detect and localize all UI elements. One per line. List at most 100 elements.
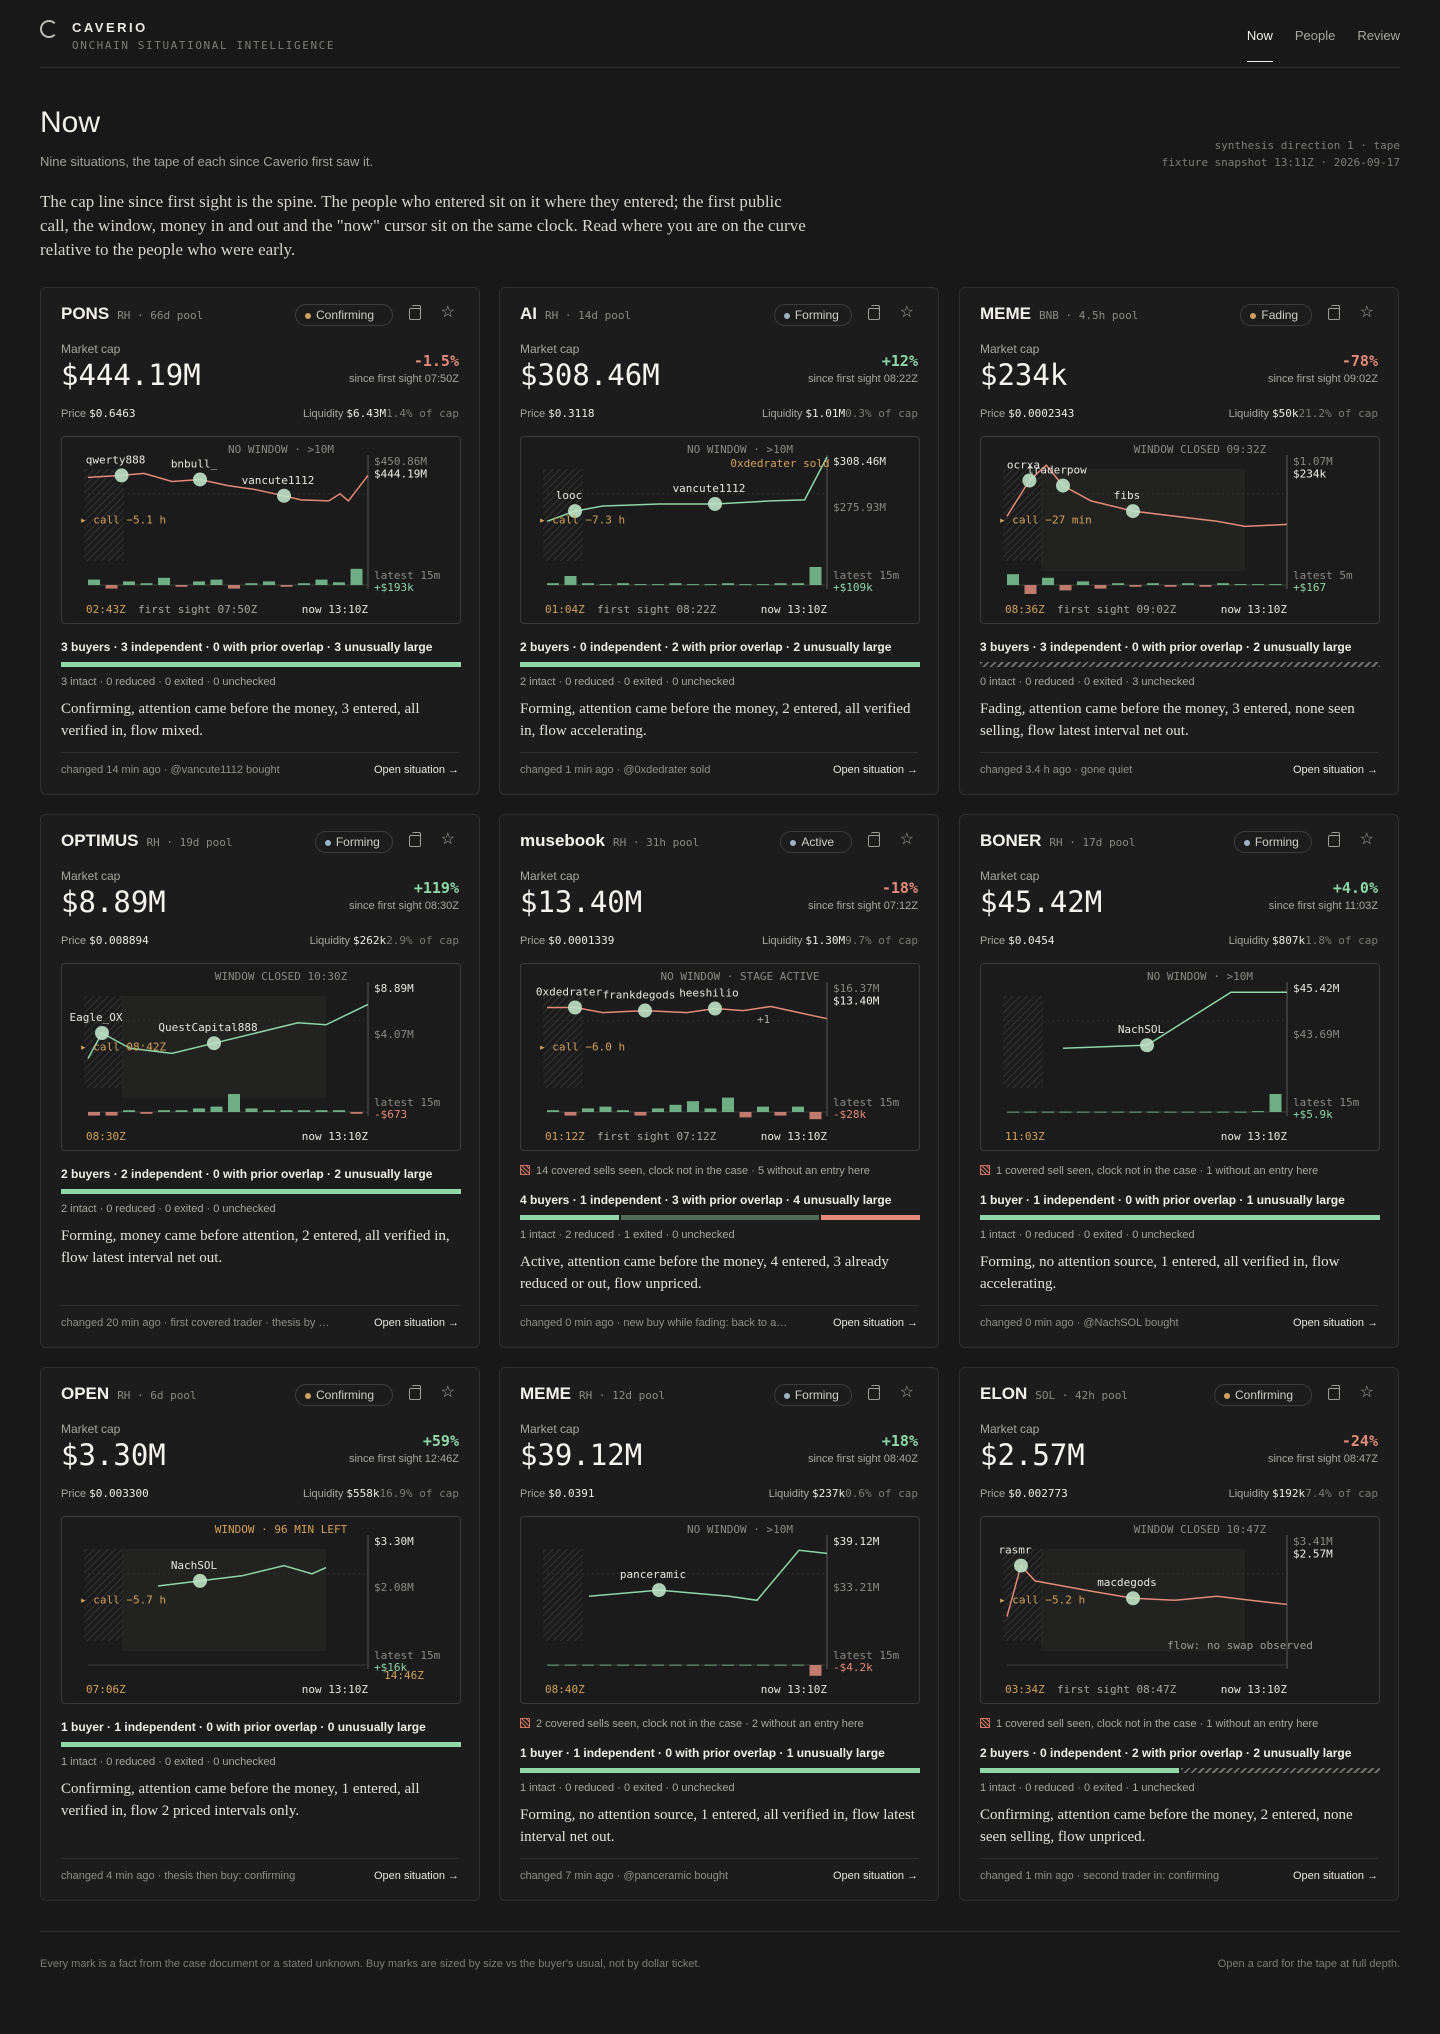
price-value: $0.0391 (548, 1487, 595, 1500)
liquidity-label: Liquidity (761, 408, 803, 420)
flow-bar (1269, 1094, 1282, 1112)
cap-line (1006, 1564, 1288, 1617)
entry-dot (568, 504, 582, 519)
cap-high-label: $308.46M (833, 455, 886, 468)
flow-bar (228, 1094, 240, 1112)
now-label: now 13:10Z (761, 1130, 828, 1143)
flow-bar (634, 1112, 647, 1116)
flow-bar (1024, 1111, 1037, 1113)
flow-bar (1024, 585, 1037, 594)
tape-svg: 0xdedrater frankdegods heeshilio +1 NO WINDO… (536, 970, 900, 1143)
star-icon[interactable]: ☆ (1359, 1384, 1374, 1401)
price: Price $0.002773 (980, 1487, 1068, 1500)
card-title: AI RH · 14d pool (520, 304, 631, 324)
tape-chart[interactable]: panceramic NO WINDOW · >10M $39.12M $33.21M… (520, 1516, 920, 1704)
footer-hint: Open a card for the tape at full depth. (1217, 1958, 1400, 1970)
situation-card: ELON SOL · 42h pool Confirming ☆ Market cap $… (959, 1367, 1399, 1901)
tape-chart[interactable]: 0xdedrater frankdegods heeshilio +1 NO WINDO… (520, 963, 920, 1151)
star-icon[interactable]: ☆ (1359, 304, 1374, 321)
open-situation-link[interactable]: Open situation → (1293, 764, 1378, 776)
price: Price $0.0391 (520, 1487, 594, 1500)
copy-icon[interactable] (868, 832, 880, 847)
token-chain: RH · 12d pool (579, 1389, 666, 1402)
copy-icon[interactable] (1328, 832, 1340, 847)
pre-sight-region (1003, 469, 1043, 561)
flow-bar (1112, 583, 1124, 585)
open-situation-link[interactable]: Open situation → (833, 764, 918, 776)
card-footer: changed 0 min ago · @NachSOL bought Open … (980, 1305, 1378, 1329)
open-situation-link[interactable]: Open situation → (374, 1317, 459, 1329)
copy-icon[interactable] (409, 832, 421, 847)
star-icon[interactable]: ☆ (899, 304, 914, 321)
pre-sight-region (1003, 996, 1043, 1088)
buyer-status-segment (520, 1768, 920, 1773)
window-region (1040, 1549, 1245, 1651)
flow-bar (669, 1104, 682, 1112)
open-situation-link[interactable]: Open situation → (833, 1317, 918, 1329)
situation-card: musebook RH · 31h pool Active ☆ Market cap $1… (499, 814, 939, 1348)
tape-start-time: 08:30Z (86, 1130, 126, 1143)
copy-icon[interactable] (1328, 1385, 1340, 1400)
tape-chart[interactable]: qwerty888 bnbull_ vancute1112 NO WINDOW · >… (61, 436, 461, 624)
intro-text: The cap line since first sight is the sp… (40, 192, 806, 259)
market-cap-label: Market cap (980, 1422, 1040, 1436)
flow-bar (599, 1664, 612, 1666)
cap-low-label: $275.93M (833, 501, 886, 514)
nav-review[interactable]: Review (1357, 28, 1400, 43)
copy-icon[interactable] (868, 305, 880, 320)
page-title: Now (40, 106, 101, 139)
copy-icon[interactable] (1328, 305, 1340, 320)
star-icon[interactable]: ☆ (440, 1384, 455, 1401)
flow-bar (809, 1112, 822, 1120)
tape-chart[interactable]: Eagle_OX QuestCapital888 WINDOW CLOSED 10:… (61, 963, 461, 1151)
tape-svg: panceramic NO WINDOW · >10M $39.12M $33.21M… (543, 1523, 900, 1696)
liquidity-value: $1.01M (805, 407, 846, 420)
tape-chart[interactable]: ocrxa traderpow fibs WINDOW CLOSED 09:32Z ▸ … (980, 436, 1380, 624)
tape-chart[interactable]: NachSOL WINDOW · 96 MIN LEFT 14:46Z ▸ call … (61, 1516, 461, 1704)
flow-bar (298, 583, 310, 585)
nav-people[interactable]: People (1294, 28, 1336, 43)
since-first-sight: since first sight 07:12Z (807, 900, 918, 912)
card-title: ELON SOL · 42h pool (980, 1384, 1128, 1404)
copy-icon[interactable] (409, 305, 421, 320)
star-icon[interactable]: ☆ (440, 831, 455, 848)
cap-high-label: $3.30M (374, 1535, 414, 1548)
copy-icon[interactable] (409, 1385, 421, 1400)
flow-bar (634, 1664, 647, 1666)
first-sight-label: first sight 07:12Z (597, 1130, 717, 1143)
window-label: NO WINDOW · >10M (687, 443, 793, 456)
star-icon[interactable]: ☆ (1359, 831, 1374, 848)
open-situation-link[interactable]: Open situation → (374, 1870, 459, 1882)
card-title: musebook RH · 31h pool (520, 831, 699, 851)
buyer-status-bar (520, 1215, 920, 1220)
tape-chart[interactable]: looc vancute1112 NO WINDOW · >10M 0xdedrate… (520, 436, 920, 624)
liquidity: Liquidity $807k1.8% of cap (1229, 934, 1378, 947)
entry-dot (277, 488, 291, 503)
card-footer: changed 20 min ago · first covered trade… (61, 1305, 459, 1329)
now-label: now 13:10Z (302, 1130, 369, 1143)
changed-note: changed 7 min ago · @panceramic bought (520, 1870, 729, 1882)
open-situation-link[interactable]: Open situation → (833, 1870, 918, 1882)
star-icon[interactable]: ☆ (899, 1384, 914, 1401)
status-badge: Forming (1233, 831, 1312, 853)
open-situation-link[interactable]: Open situation → (1293, 1870, 1378, 1882)
entry-dot (568, 1000, 582, 1015)
token-ticker: MEME (520, 1384, 571, 1403)
star-icon[interactable]: ☆ (440, 304, 455, 321)
window-label: WINDOW CLOSED 10:47Z (1134, 1523, 1267, 1536)
latest-flow-label: latest 15m (833, 1096, 900, 1109)
tape-chart[interactable]: rasmr macdegods WINDOW CLOSED 10:47Z flow: … (980, 1516, 1380, 1704)
open-situation-link[interactable]: Open situation → (1293, 1317, 1378, 1329)
tape-chart[interactable]: NachSOL NO WINDOW · >10M $45.42M $43.69M lat… (980, 963, 1380, 1151)
open-situation-link[interactable]: Open situation → (374, 764, 459, 776)
entry-label: QuestCapital888 (158, 1021, 257, 1034)
flow-bar (140, 583, 153, 585)
changed-note: changed 3.4 h ago · gone quiet (980, 764, 1133, 776)
star-icon[interactable]: ☆ (899, 831, 914, 848)
copy-icon[interactable] (868, 1385, 880, 1400)
nav-now[interactable]: Now (1246, 28, 1273, 62)
covered-sells-note: 2 covered sells seen, clock not in the c… (520, 1718, 864, 1730)
flow-bar (1077, 1111, 1089, 1113)
now-label: now 13:10Z (1221, 1130, 1288, 1143)
entry-dot (1126, 1591, 1140, 1606)
